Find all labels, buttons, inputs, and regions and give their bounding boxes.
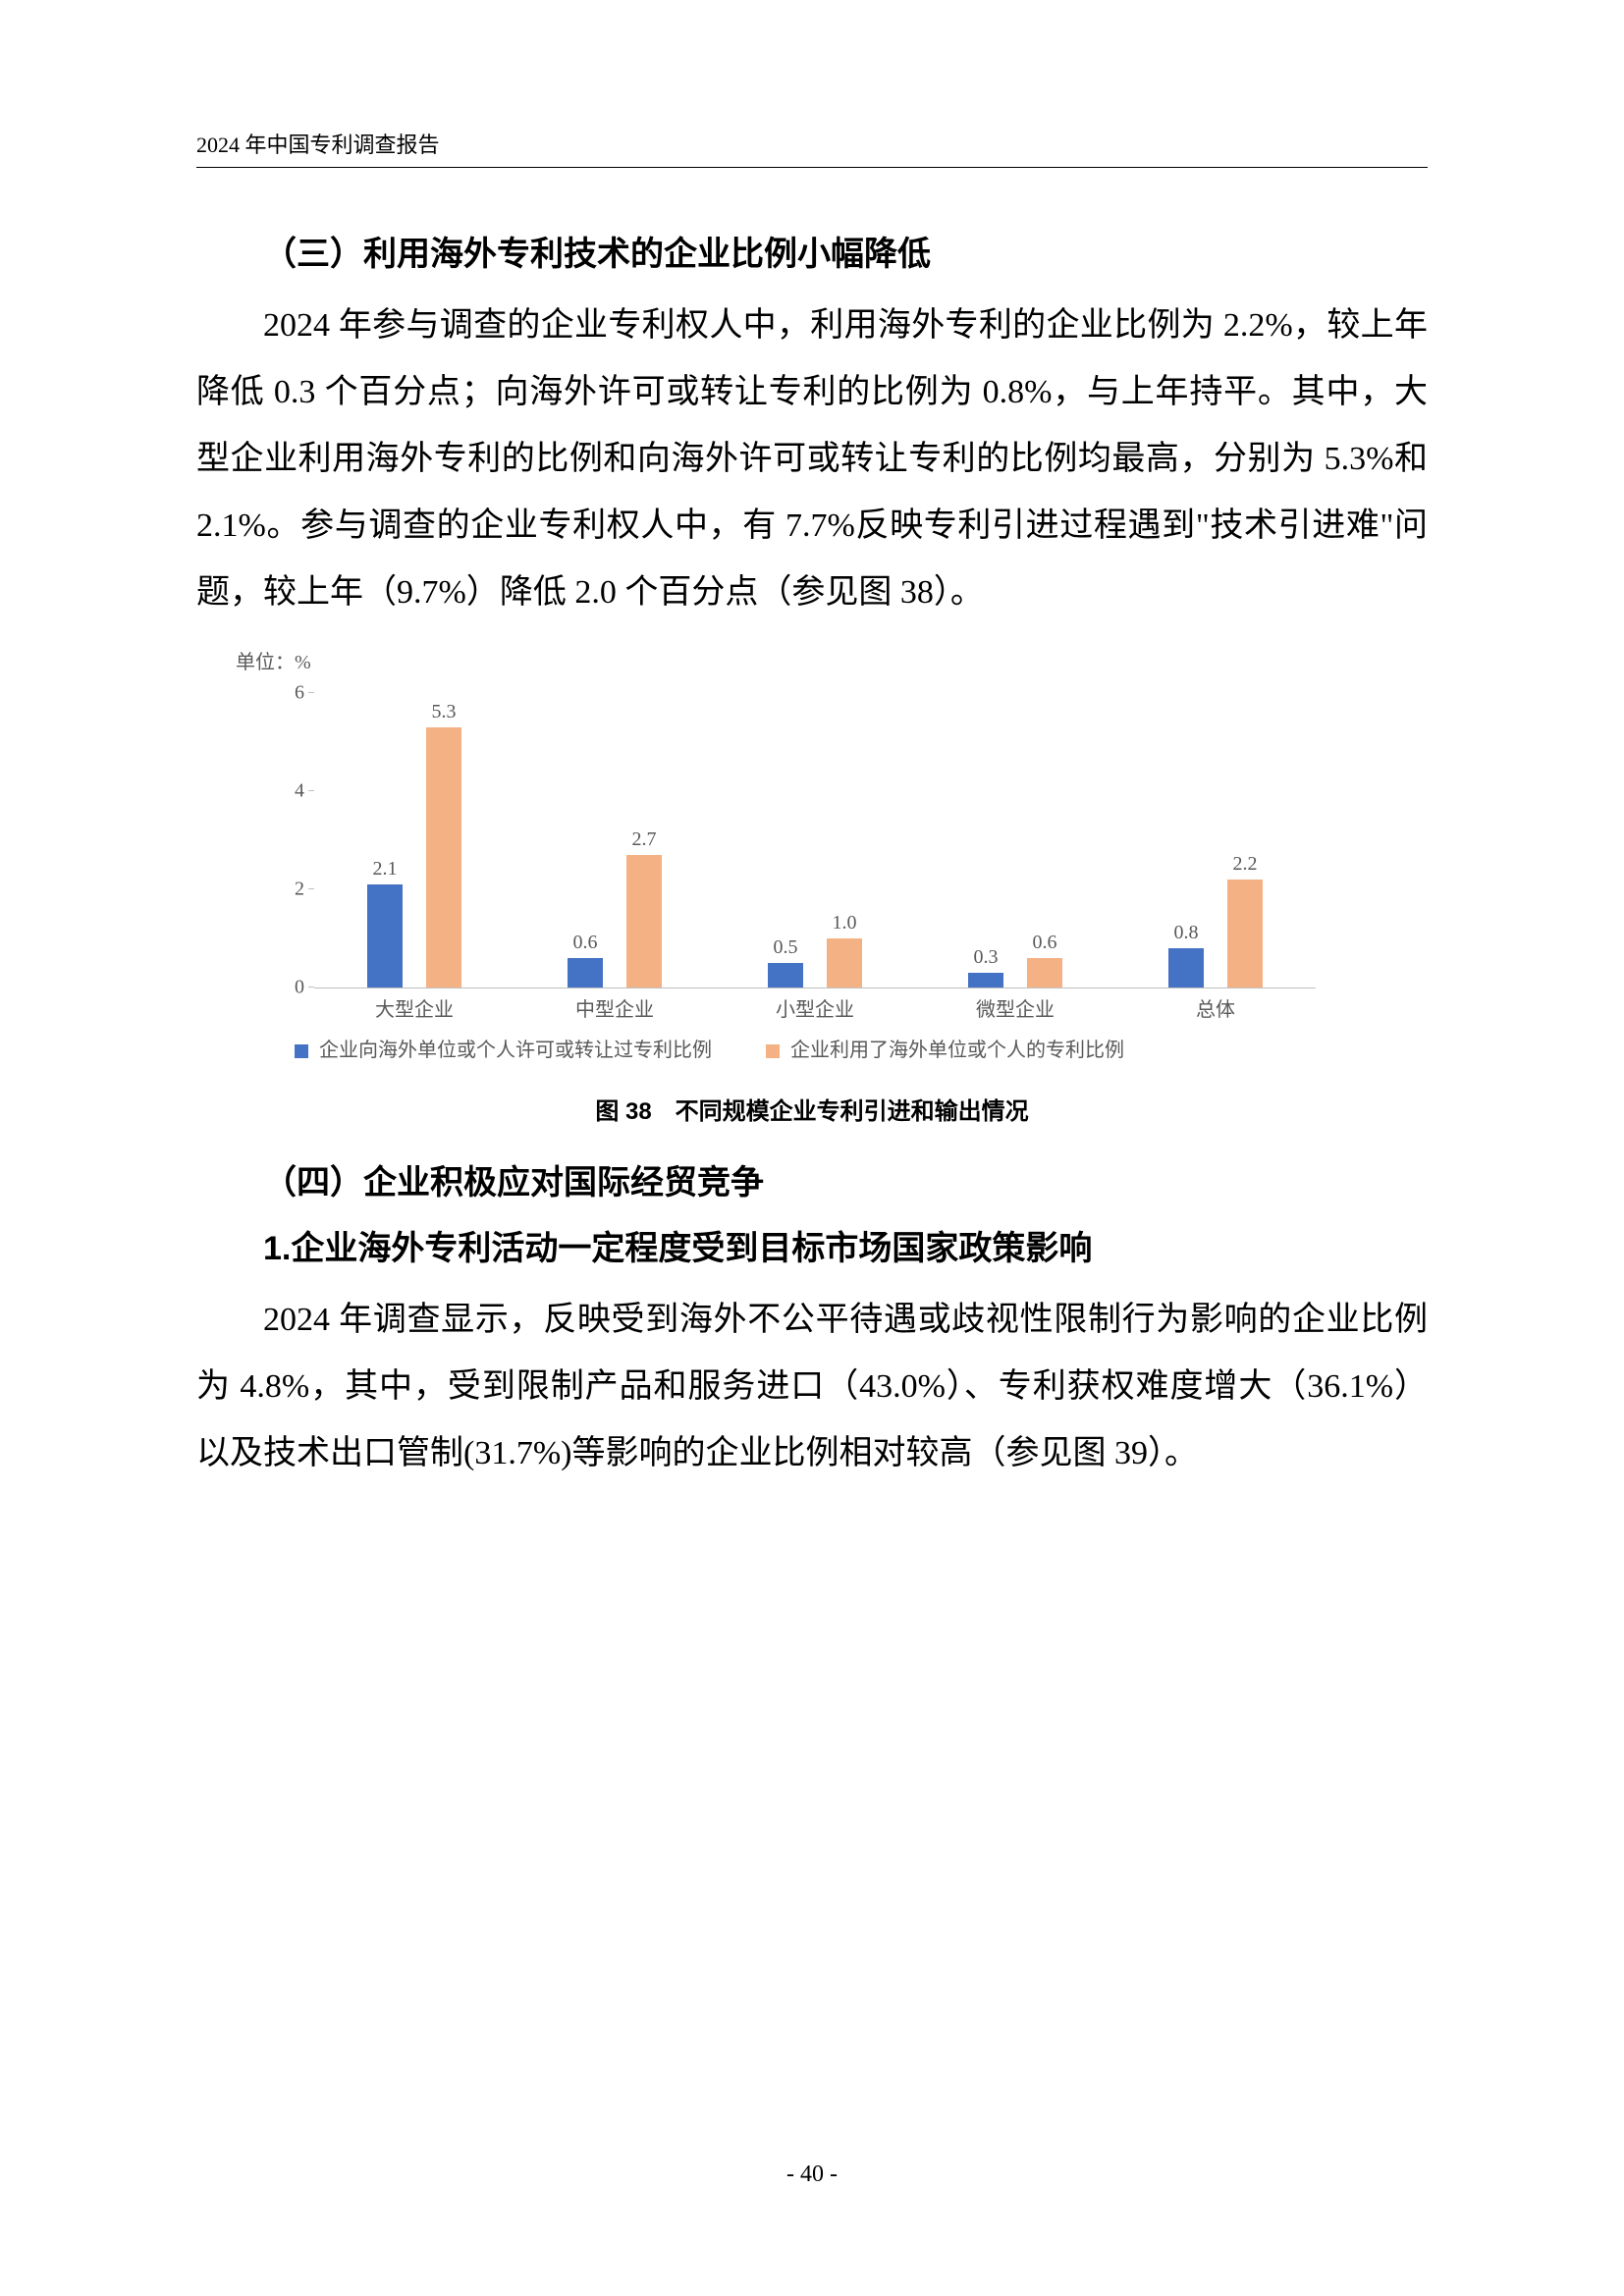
section-4-title: （四）企业积极应对国际经贸竞争 [196,1155,1428,1203]
bar-value-label: 2.1 [367,858,403,884]
bar: 2.1 [367,884,403,988]
y-tick-label: 4 [275,780,304,803]
section-3-paragraph: 2024 年参与调查的企业专利权人中，利用海外专利的企业比例为 2.2%，较上年… [196,293,1428,626]
x-tick-label: 微型企业 [927,988,1104,1022]
bar-value-label: 1.0 [827,912,862,938]
bar: 0.3 [968,973,1003,988]
y-tick-label: 6 [275,682,304,705]
bar: 1.0 [827,938,862,988]
bar-chart: 02462.15.3大型企业0.62.7中型企业0.51.0小型企业0.30.6… [255,674,1355,1028]
y-tick-label: 0 [275,977,304,999]
x-tick-label: 中型企业 [526,988,703,1022]
figure-38-caption: 图 38 不同规模企业专利引进和输出情况 [196,1092,1428,1126]
category-group: 0.82.2总体 [1115,694,1316,988]
category-group: 0.62.7中型企业 [514,694,715,988]
section-3-title: （三）利用海外专利技术的企业比例小幅降低 [196,227,1428,275]
bar: 0.6 [568,958,603,988]
legend-series-2: 企业利用了海外单位或个人的专利比例 [766,1034,1124,1062]
legend-label-1: 企业向海外单位或个人许可或转让过专利比例 [319,1040,712,1061]
x-tick-label: 小型企业 [727,988,903,1022]
category-group: 0.51.0小型企业 [715,694,915,988]
figure-38: 单位：% 02462.15.3大型企业0.62.7中型企业0.51.0小型企业0… [196,646,1428,1126]
bar: 0.5 [768,963,803,988]
bar: 5.3 [426,727,461,988]
category-group: 2.15.3大型企业 [314,694,514,988]
legend-swatch-1 [295,1044,308,1058]
bar-value-label: 0.3 [968,946,1003,973]
chart-unit-label: 单位：% [236,646,1428,674]
bar: 2.7 [626,855,662,988]
x-tick-label: 总体 [1127,988,1304,1022]
x-tick-label: 大型企业 [326,988,503,1022]
bar: 0.6 [1027,958,1062,988]
section-4-1-title: 1.企业海外专利活动一定程度受到目标市场国家政策影响 [196,1221,1428,1269]
legend-swatch-2 [766,1044,780,1058]
bar-value-label: 2.2 [1227,853,1263,880]
page-number: - 40 - [0,2162,1624,2188]
chart-legend: 企业向海外单位或个人许可或转让过专利比例 企业利用了海外单位或个人的专利比例 [295,1034,1428,1062]
bar-value-label: 5.3 [426,701,461,727]
bar: 2.2 [1227,880,1263,988]
plot-area: 02462.15.3大型企业0.62.7中型企业0.51.0小型企业0.30.6… [314,694,1316,988]
legend-series-1: 企业向海外单位或个人许可或转让过专利比例 [295,1034,712,1062]
category-group: 0.30.6微型企业 [915,694,1115,988]
y-tick-label: 2 [275,879,304,901]
bar: 0.8 [1168,948,1204,988]
running-header: 2024 年中国专利调查报告 [196,128,1428,168]
bar-value-label: 0.6 [568,932,603,958]
y-tick-mark [308,692,314,693]
bar-value-label: 2.7 [626,828,662,855]
bar-value-label: 0.6 [1027,932,1062,958]
section-4-1-paragraph: 2024 年调查显示，反映受到海外不公平待遇或歧视性限制行为影响的企业比例为 4… [196,1287,1428,1487]
bar-value-label: 0.8 [1168,922,1204,948]
bar-value-label: 0.5 [768,936,803,963]
legend-label-2: 企业利用了海外单位或个人的专利比例 [790,1040,1124,1061]
